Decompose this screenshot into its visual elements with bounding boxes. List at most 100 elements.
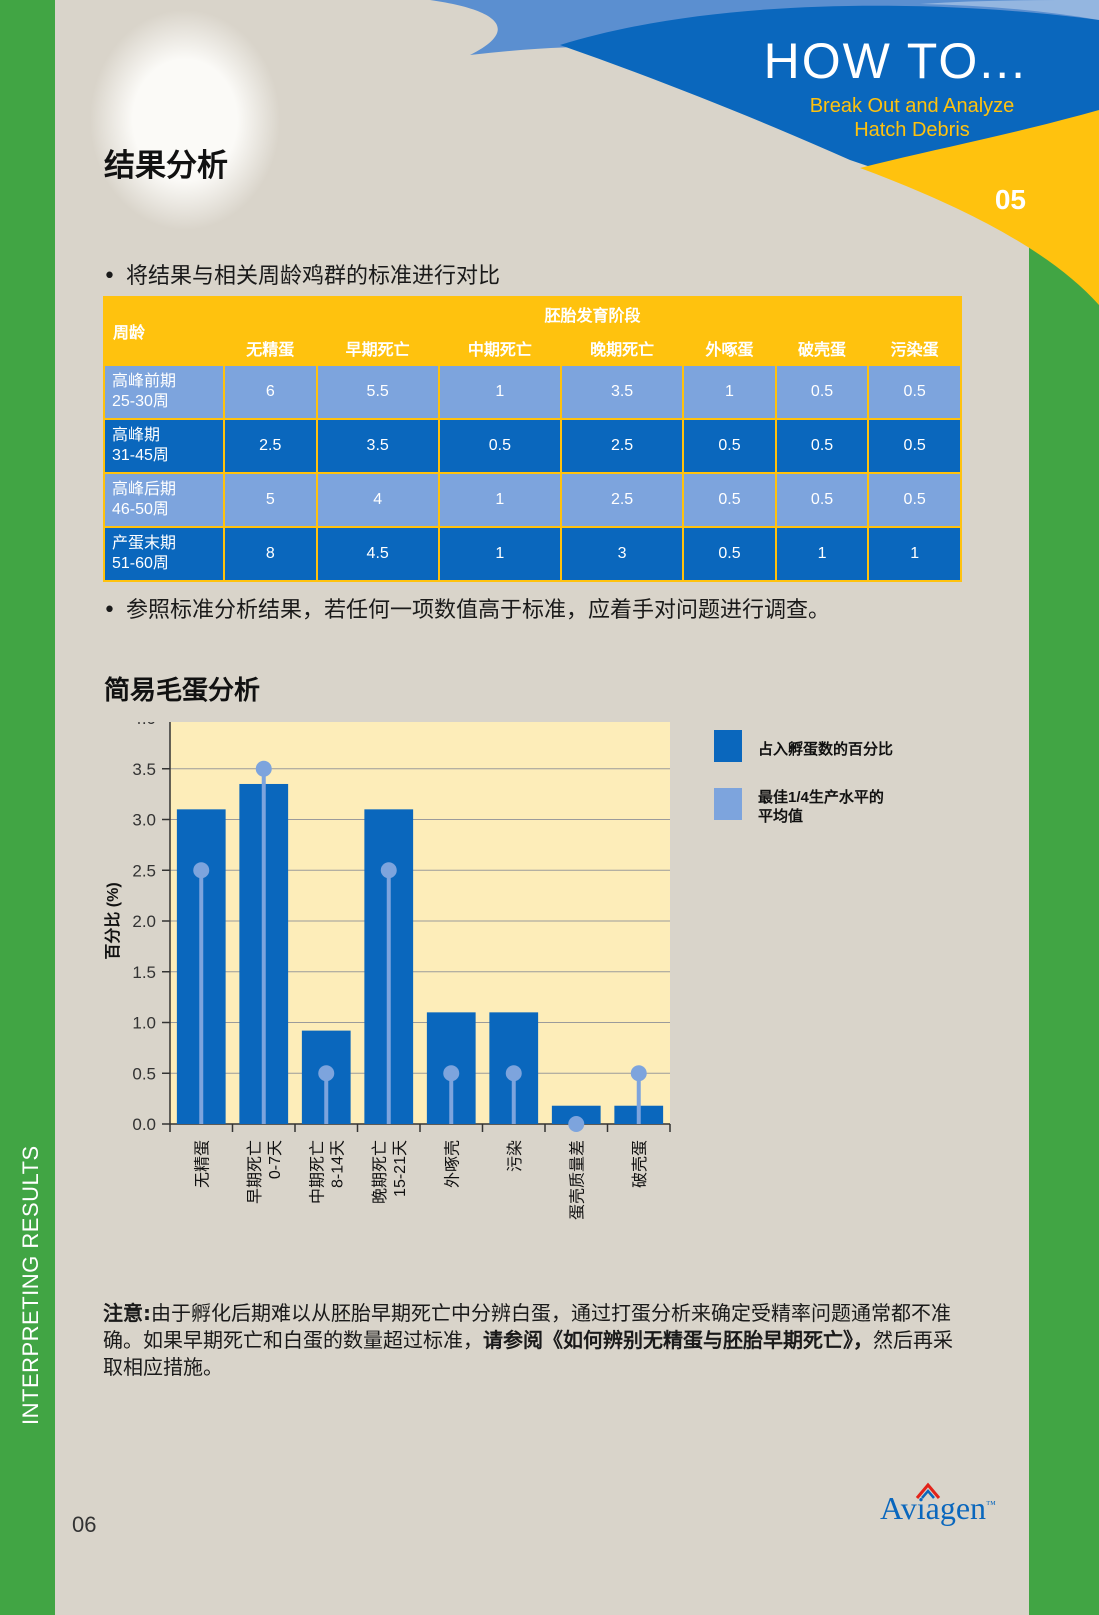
row-header: 高峰后期 46-50周 bbox=[103, 472, 225, 528]
table-cell: 0.5 bbox=[682, 526, 777, 582]
average-marker bbox=[380, 862, 397, 879]
y-tick-label: 4.0 bbox=[132, 722, 156, 728]
table-cell: 0.5 bbox=[774, 472, 870, 528]
table-cell: 2.5 bbox=[223, 418, 318, 474]
note-paragraph: 注意:由于孵化后期难以从胚胎早期死亡中分辨白蛋，通过打蛋分析来确定受精率问题通常… bbox=[103, 1300, 953, 1381]
age-header: 周龄 bbox=[103, 296, 225, 366]
table-cell: 0.5 bbox=[867, 364, 962, 420]
average-marker bbox=[193, 862, 210, 879]
table-cell: 1 bbox=[682, 364, 777, 420]
note-text-1: 由于孵化后期难以从胚胎早期死亡中分辨白蛋，通过打蛋分析来确定受精率问题通常都不准… bbox=[103, 1301, 951, 1352]
bullet-compare: 将结果与相关周龄鸡群的标准进行对比 bbox=[103, 258, 500, 290]
note-label: 注意: bbox=[103, 1301, 151, 1325]
aviagen-logo: Aviagen™ bbox=[880, 1490, 996, 1526]
table-cell: 2.5 bbox=[559, 418, 685, 474]
table-cell: 4 bbox=[315, 472, 440, 528]
table-cell: 5 bbox=[223, 472, 318, 528]
x-tick-label: 早期死亡 bbox=[246, 1140, 264, 1204]
col-header: 外啄蛋 bbox=[682, 330, 777, 366]
col-header: 无精蛋 bbox=[223, 330, 318, 366]
table-cell: 1 bbox=[437, 526, 562, 582]
chapter-number: 05 bbox=[994, 184, 1026, 215]
legend-label-bar: 占入孵蛋数的百分比 bbox=[758, 740, 893, 758]
y-tick-label: 0.0 bbox=[132, 1115, 156, 1134]
table-cell: 1 bbox=[867, 526, 962, 582]
x-tick-label: 污染 bbox=[506, 1140, 524, 1172]
table-cell: 3 bbox=[559, 526, 685, 582]
average-marker bbox=[630, 1065, 647, 1082]
table-row: 高峰期 31-45周 2.5 3.5 0.5 2.5 0.5 0.5 0.5 bbox=[103, 418, 962, 474]
table-cell: 0.5 bbox=[867, 472, 962, 528]
col-header: 污染蛋 bbox=[867, 330, 962, 366]
table-row: 产蛋末期 51-60周 8 4.5 1 3 0.5 1 1 bbox=[103, 526, 962, 582]
section-title: 结果分析 bbox=[104, 148, 228, 184]
table-cell: 2.5 bbox=[559, 472, 685, 528]
x-tick-label: 晚期死亡 bbox=[371, 1140, 389, 1204]
x-tick-label: 无精蛋 bbox=[193, 1140, 211, 1188]
debris-bar-chart: 0.0 0.5 1.0 1.5 2.0 2.5 3.0 3.5 4.0 百分比 (%) 无精蛋 早期死… bbox=[104, 722, 893, 1220]
y-tick-label: 1.0 bbox=[132, 1014, 156, 1033]
sidebar-label: INTERPRETING RESULTS bbox=[18, 1145, 43, 1425]
row-header: 高峰前期 25-30周 bbox=[103, 364, 225, 420]
table-cell: 0.5 bbox=[774, 364, 870, 420]
x-tick-label: 破壳蛋 bbox=[631, 1140, 649, 1188]
row-header: 产蛋末期 51-60周 bbox=[103, 526, 225, 582]
col-header: 破壳蛋 bbox=[774, 330, 870, 366]
table-cell: 1 bbox=[437, 472, 562, 528]
chart-section-title: 简易毛蛋分析 bbox=[104, 676, 261, 706]
col-header: 晚期死亡 bbox=[559, 330, 685, 366]
table-cell: 0.5 bbox=[437, 418, 562, 474]
x-tick-label: 中期死亡 bbox=[308, 1140, 326, 1204]
table-cell: 0.5 bbox=[682, 472, 777, 528]
table-cell: 0.5 bbox=[774, 418, 870, 474]
col-header: 早期死亡 bbox=[315, 330, 440, 366]
y-tick-label: 3.0 bbox=[132, 811, 156, 830]
y-tick-label: 2.0 bbox=[132, 912, 156, 931]
legend-swatch-bar bbox=[714, 730, 742, 762]
row-header: 高峰期 31-45周 bbox=[103, 418, 225, 474]
y-tick-label: 3.5 bbox=[132, 760, 156, 779]
table-cell: 6 bbox=[223, 364, 318, 420]
legend-label-average-2: 平均值 bbox=[758, 807, 803, 825]
table-cell: 3.5 bbox=[559, 364, 685, 420]
table-cell: 0.5 bbox=[682, 418, 777, 474]
left-green-stripe bbox=[0, 0, 55, 1615]
x-tick-label: 8-14天 bbox=[329, 1140, 346, 1188]
average-marker bbox=[255, 760, 272, 777]
average-marker bbox=[318, 1065, 335, 1082]
page-number: 06 bbox=[72, 1512, 97, 1537]
legend-swatch-average bbox=[714, 788, 742, 820]
table-cell: 1 bbox=[437, 364, 562, 420]
table-cell: 5.5 bbox=[315, 364, 440, 420]
aviagen-logo-mark bbox=[915, 1482, 941, 1499]
table-cell: 0.5 bbox=[867, 418, 962, 474]
how-to-title: HOW TO... bbox=[763, 33, 1027, 89]
col-header: 中期死亡 bbox=[437, 330, 562, 366]
bullet-investigate: 参照标准分析结果，若任何一项数值高于标准，应着手对问题进行调查。 bbox=[103, 592, 830, 624]
average-marker bbox=[505, 1065, 522, 1082]
table-row: 高峰前期 25-30周 6 5.5 1 3.5 1 0.5 0.5 bbox=[103, 364, 962, 420]
y-tick-label: 1.5 bbox=[132, 963, 156, 982]
x-tick-label: 外啄壳 bbox=[443, 1140, 461, 1188]
average-marker bbox=[568, 1116, 585, 1132]
y-axis-label: 百分比 (%) bbox=[104, 882, 122, 959]
y-tick-label: 0.5 bbox=[132, 1064, 156, 1083]
table-cell: 1 bbox=[774, 526, 870, 582]
note-text-2: 然后再采取相应措施。 bbox=[103, 1328, 953, 1379]
note-link-text: 请参阅《如何辨别无精蛋与胚胎早期死亡》， bbox=[483, 1328, 873, 1352]
standards-table: 周龄 胚胎发育阶段 无精蛋 早期死亡 中期死亡 晚期死亡 外啄蛋 破壳蛋 污染蛋… bbox=[103, 296, 962, 582]
x-tick-label: 蛋壳质量差 bbox=[568, 1140, 586, 1220]
x-tick-label: 15-21天 bbox=[392, 1140, 409, 1197]
x-tick-label: 0-7天 bbox=[267, 1140, 284, 1179]
subtitle-line-2: Hatch Debris bbox=[854, 119, 970, 141]
how-to-subtitle: Break Out and Analyze Hatch Debris bbox=[797, 94, 1027, 142]
right-green-stripe bbox=[1029, 0, 1099, 1615]
average-marker bbox=[443, 1065, 460, 1082]
table-cell: 3.5 bbox=[315, 418, 440, 474]
table-row: 高峰后期 46-50周 5 4 1 2.5 0.5 0.5 0.5 bbox=[103, 472, 962, 528]
table-cell: 4.5 bbox=[315, 526, 440, 582]
bar bbox=[551, 1105, 601, 1124]
y-tick-label: 2.5 bbox=[132, 861, 156, 880]
subtitle-line-1: Break Out and Analyze bbox=[809, 95, 1015, 117]
stage-group-header: 胚胎发育阶段 bbox=[223, 296, 962, 332]
